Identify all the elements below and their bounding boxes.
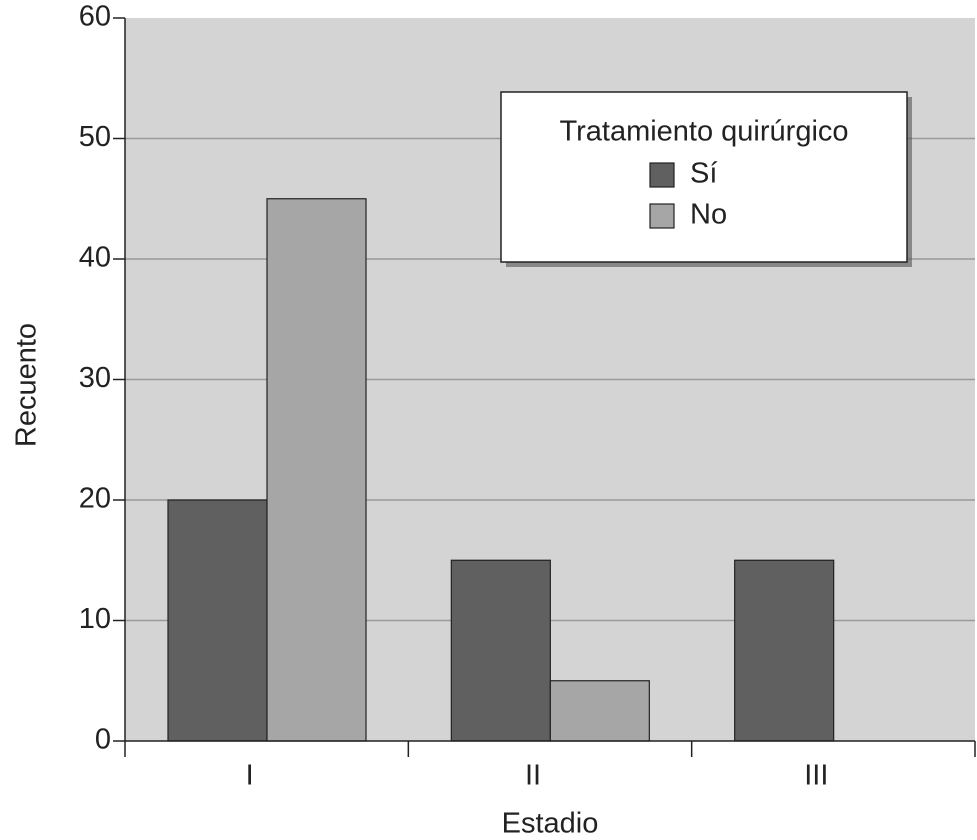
bar — [266, 198, 367, 742]
legend-title: Tratamiento quirúrgico — [559, 116, 848, 148]
y-tick-label: 0 — [95, 724, 111, 756]
legend-label: No — [690, 199, 727, 231]
bar — [549, 680, 650, 742]
legend — [500, 91, 908, 263]
y-tick-label: 50 — [79, 121, 111, 153]
legend-swatch — [649, 162, 675, 188]
legend-label: Sí — [690, 158, 717, 190]
y-axis-label: Recuento — [11, 323, 43, 447]
bar — [734, 559, 835, 742]
y-tick-label: 60 — [79, 1, 111, 33]
x-tick-label: II — [525, 760, 541, 792]
y-tick-label: 10 — [79, 603, 111, 635]
y-tick-label: 30 — [79, 362, 111, 394]
bar — [167, 499, 268, 742]
x-axis-label: Estadio — [502, 808, 599, 840]
legend-swatch — [649, 203, 675, 229]
x-tick-label: I — [246, 760, 254, 792]
y-tick-label: 20 — [79, 483, 111, 515]
bar — [450, 559, 551, 742]
x-tick-label: III — [804, 760, 828, 792]
y-tick-label: 40 — [79, 242, 111, 274]
